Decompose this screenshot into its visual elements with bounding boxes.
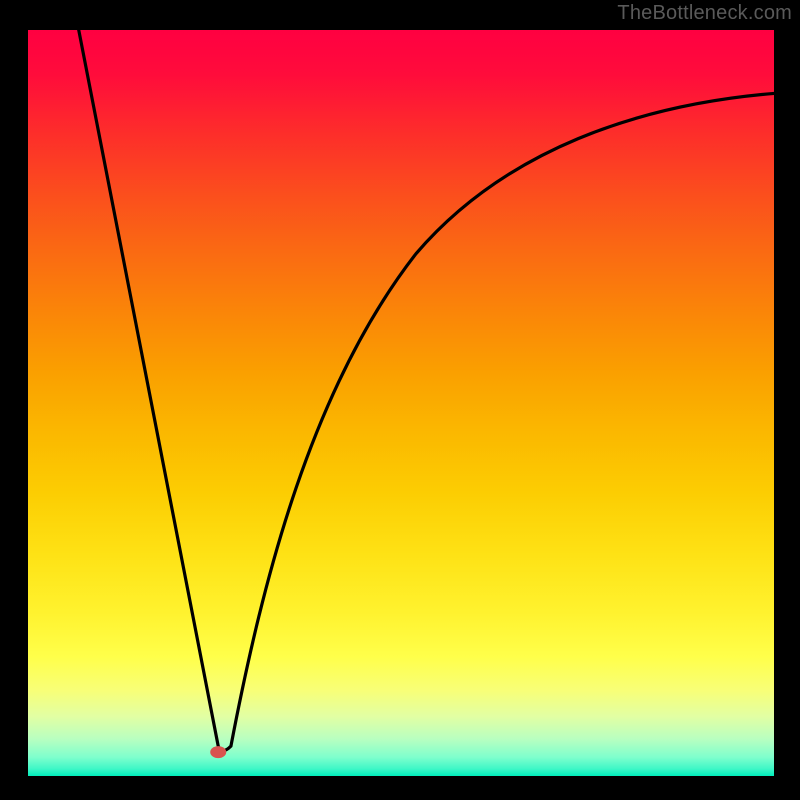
attribution-label: TheBottleneck.com [617, 2, 792, 25]
bottleneck-chart: TheBottleneck.com [0, 0, 800, 800]
minimum-marker [210, 746, 226, 758]
chart-canvas [0, 0, 800, 800]
